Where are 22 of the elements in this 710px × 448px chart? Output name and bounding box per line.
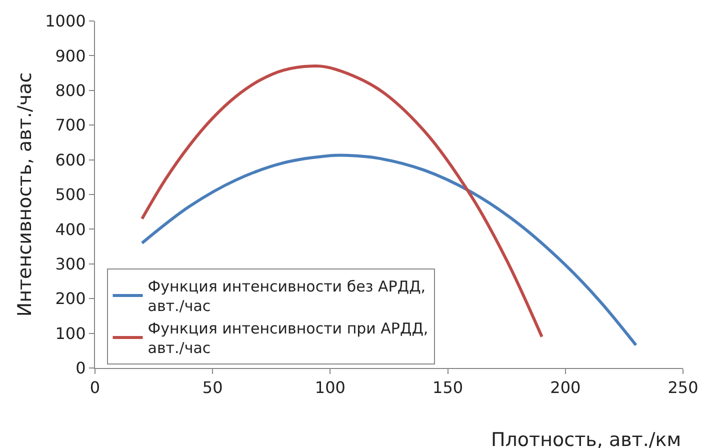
legend-label: Функция интенсивности при АРДД, авт./час bbox=[148, 320, 428, 358]
x-axis-title: Плотность, авт./км bbox=[491, 429, 682, 448]
y-tick-label: 700 bbox=[55, 116, 86, 135]
x-tick-label: 50 bbox=[202, 378, 223, 398]
x-tick-label: 200 bbox=[550, 378, 581, 398]
y-tick-label: 400 bbox=[55, 220, 86, 239]
legend-label: Функция интенсивности без АРДД, авт./час bbox=[148, 278, 426, 316]
x-tick-label: 100 bbox=[314, 378, 346, 398]
y-tick-label: 900 bbox=[55, 46, 86, 66]
y-tick-label: 800 bbox=[55, 81, 86, 100]
y-tick-label: 0 bbox=[76, 358, 86, 378]
x-tick-label: 0 bbox=[90, 378, 100, 398]
line-series bbox=[140, 64, 544, 338]
y-tick-label: 300 bbox=[55, 254, 86, 274]
y-tick-label: 100 bbox=[55, 324, 86, 343]
x-tick-label: 150 bbox=[432, 378, 464, 398]
y-tick-label: 600 bbox=[55, 150, 86, 170]
y-tick-label: 200 bbox=[55, 289, 86, 308]
x-tick-label: 250 bbox=[668, 378, 698, 398]
y-tick-label: 1000 bbox=[45, 12, 86, 31]
y-axis-title: Интенсивность, авт./час bbox=[14, 72, 36, 317]
y-tick-label: 500 bbox=[55, 185, 86, 204]
